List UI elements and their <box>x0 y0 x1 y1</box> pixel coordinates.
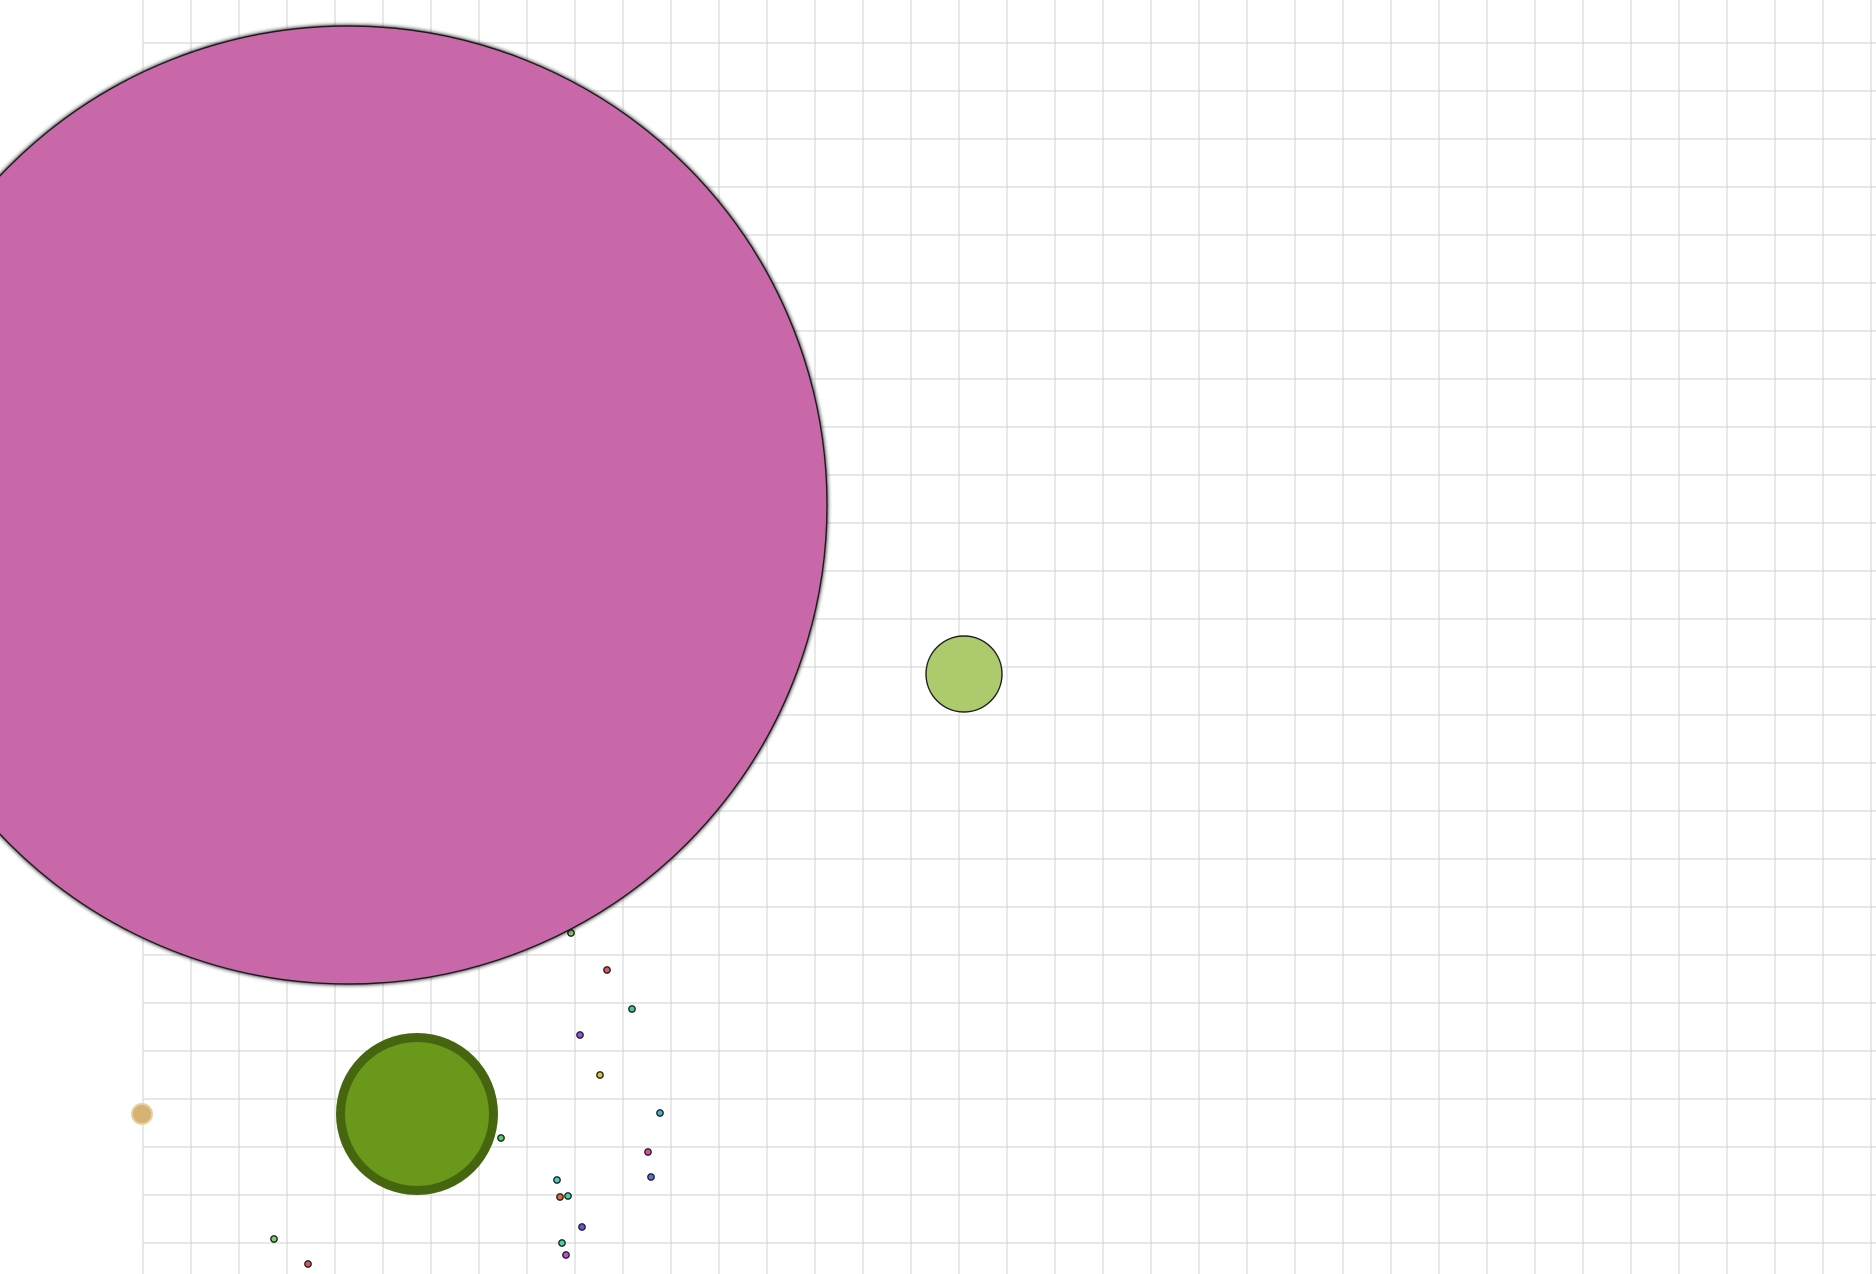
food-pellet <box>497 1134 505 1142</box>
food-pellet <box>562 1251 570 1259</box>
food-pellet <box>556 1193 564 1201</box>
food-pellet <box>304 1260 312 1268</box>
food-pellet <box>576 1031 584 1039</box>
food-pellet <box>564 1192 572 1200</box>
food-layer <box>270 929 664 1268</box>
food-pellet <box>656 1109 664 1117</box>
enemy-cell-magenta <box>0 25 828 985</box>
food-pellet <box>644 1148 652 1156</box>
food-pellet <box>603 966 611 974</box>
food-pellet <box>270 1235 278 1243</box>
ejected-mass-blob <box>131 1103 153 1125</box>
food-pellet <box>647 1173 655 1181</box>
food-pellet <box>628 1005 636 1013</box>
food-pellet <box>553 1176 561 1184</box>
food-pellet <box>567 929 575 937</box>
player-cell[interactable] <box>336 1033 498 1195</box>
food-pellet <box>558 1239 566 1247</box>
food-pellet <box>596 1071 604 1079</box>
food-pellet <box>578 1223 586 1231</box>
enemy-cell-light-green <box>925 635 1003 713</box>
